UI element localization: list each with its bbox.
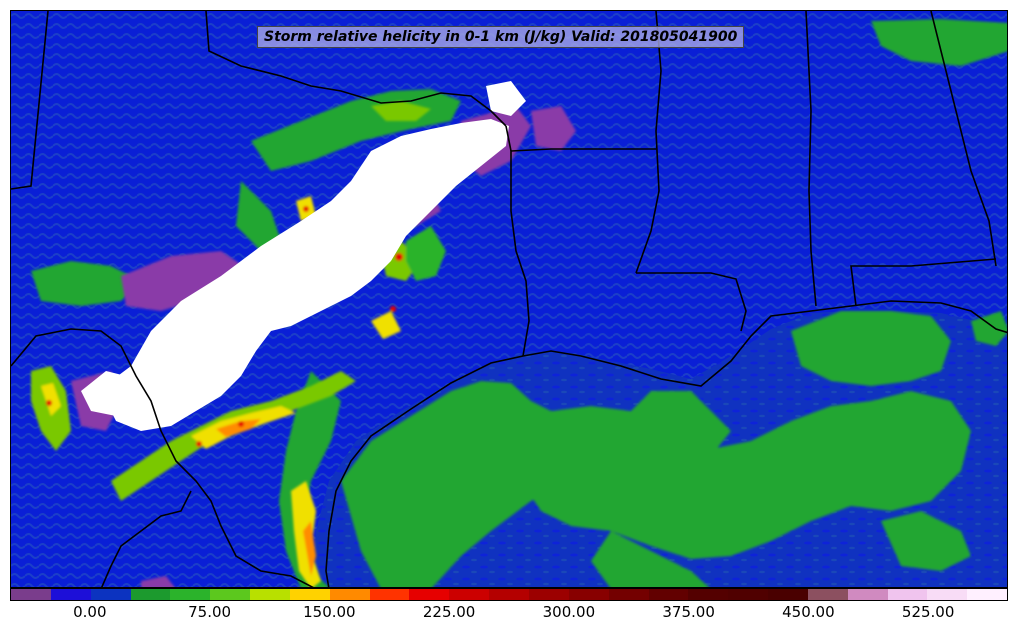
colorbar-segment bbox=[648, 589, 689, 600]
colorbar-segment bbox=[90, 589, 131, 600]
colorbar-tick-label: 0.00 bbox=[73, 603, 107, 621]
colorbar-tick-label: 150.00 bbox=[303, 603, 356, 621]
helicity-map bbox=[11, 11, 1007, 587]
map-title: Storm relative helicity in 0-1 km (J/kg)… bbox=[257, 26, 745, 48]
colorbar-segment bbox=[568, 589, 609, 600]
white-max-region-ne bbox=[486, 81, 526, 116]
colorbar-segment bbox=[927, 589, 968, 600]
colorbar-segment bbox=[210, 589, 251, 600]
colorbar-segment bbox=[847, 589, 888, 600]
colorbar-segment bbox=[489, 589, 529, 600]
colorbar bbox=[10, 588, 1008, 601]
colorbar-segment bbox=[130, 589, 171, 600]
colorbar-tick-label: 225.00 bbox=[422, 603, 476, 621]
colorbar-segment bbox=[250, 589, 290, 600]
colorbar-tick-label: 300.00 bbox=[542, 603, 596, 621]
map-frame: Storm relative helicity in 0-1 km (J/kg)… bbox=[10, 10, 1008, 588]
colorbar-segment bbox=[608, 589, 649, 600]
colorbar-ticks: 0.00 75.00 150.00 225.00 300.00 375.00 450.00 5… bbox=[10, 603, 1008, 625]
colorbar-segment bbox=[289, 589, 330, 600]
colorbar-tick-label: 450.00 bbox=[782, 603, 835, 621]
colorbar-segment bbox=[409, 589, 450, 600]
colorbar-segment bbox=[728, 589, 769, 600]
colorbar-segment bbox=[768, 589, 808, 600]
high-helicity-band bbox=[31, 101, 446, 587]
colorbar-segment bbox=[967, 589, 1008, 600]
colorbar-segment bbox=[807, 589, 848, 600]
borders bbox=[11, 11, 1007, 587]
colorbar-segment bbox=[528, 589, 569, 600]
colorbar-segment bbox=[11, 589, 51, 600]
colorbar-segment bbox=[369, 589, 410, 600]
colorbar-tick-label: 375.00 bbox=[662, 603, 715, 621]
colorbar-segment bbox=[887, 589, 928, 600]
white-max-region bbox=[106, 119, 509, 431]
green-ocean-patches bbox=[341, 311, 971, 587]
colorbar-tick-label: 525.00 bbox=[901, 603, 955, 621]
colorbar-segment bbox=[170, 589, 211, 600]
colorbar-tick-label: 75.00 bbox=[188, 603, 232, 621]
white-max-region-west bbox=[81, 371, 131, 416]
colorbar-segment bbox=[688, 589, 729, 600]
colorbar-segment bbox=[50, 589, 91, 600]
colorbar-segment bbox=[449, 589, 490, 600]
colorbar-segment bbox=[329, 589, 370, 600]
